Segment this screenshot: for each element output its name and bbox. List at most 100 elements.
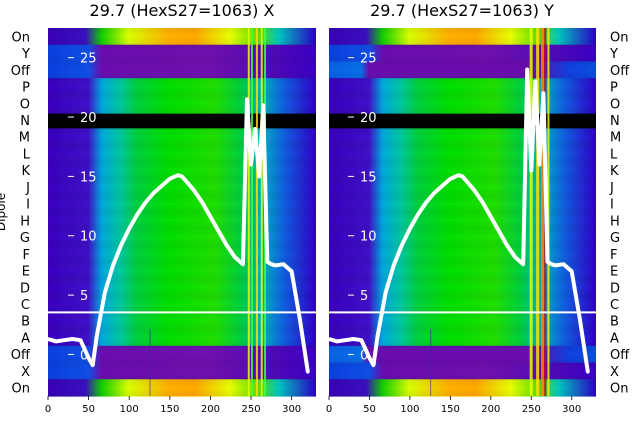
- overlay-point: [111, 263, 115, 267]
- marker-line: [430, 329, 432, 396]
- overlay-point: [290, 269, 294, 273]
- row-label: D: [20, 281, 30, 296]
- overlay-point: [282, 262, 285, 266]
- row-shade: [329, 128, 596, 146]
- row-shade: [48, 329, 316, 346]
- y-axis-label: Dipole: [0, 193, 8, 231]
- overlay-point: [62, 338, 66, 342]
- row-label: P: [22, 81, 30, 96]
- row-shade: [48, 195, 316, 212]
- row-label: On: [12, 30, 30, 45]
- row-label: N: [20, 114, 30, 129]
- row-label: G: [20, 231, 30, 246]
- overlay-point: [261, 103, 265, 107]
- overlay-point: [562, 262, 566, 266]
- panel-x: 29.7 (HexS27=1063) X Dipole On Y Off PONMLK…: [0, 1, 316, 415]
- overlay-point: [225, 243, 229, 247]
- overlay-point: [180, 174, 184, 178]
- marker-line: [149, 329, 151, 396]
- x-tick-label: 150: [160, 404, 179, 415]
- row-shade: [329, 195, 596, 212]
- x-tick-label: 250: [241, 404, 260, 415]
- row-label: L: [610, 147, 618, 162]
- overlay-point: [343, 338, 347, 342]
- overlay-point: [351, 337, 355, 341]
- overlay-point: [54, 339, 58, 343]
- overlay-point: [95, 335, 99, 339]
- overlay-point: [489, 215, 493, 219]
- row-shade: [48, 94, 316, 112]
- row-label: B: [21, 315, 30, 330]
- overlay-point: [465, 179, 468, 183]
- spike-column: [536, 28, 540, 396]
- row-label: I: [610, 198, 614, 213]
- overlay-point: [87, 356, 91, 360]
- overlay-point: [335, 339, 339, 343]
- row-shade: [48, 28, 316, 45]
- row-label: P: [610, 81, 618, 96]
- row-shade: [329, 28, 596, 45]
- overlay-point: [245, 97, 249, 101]
- row-label: On: [610, 382, 628, 397]
- overlay-point: [368, 356, 371, 360]
- chart-title: 29.7 (HexS27=1063) Y: [370, 1, 554, 20]
- overlay-point: [424, 201, 428, 204]
- overlay-point: [473, 189, 477, 193]
- overlay-tick-label: 20: [360, 111, 377, 126]
- overlay-tick-label: 0: [360, 348, 368, 363]
- overlay-point: [253, 127, 257, 131]
- x-tick-label: 300: [562, 404, 581, 415]
- row-shade: [48, 245, 316, 263]
- overlay-point: [505, 243, 509, 247]
- overlay-point: [521, 262, 525, 266]
- overlay-point: [79, 338, 82, 342]
- overlay-point: [192, 189, 196, 193]
- row-shade: [48, 379, 316, 396]
- overlay-point: [529, 169, 533, 172]
- overlay-point: [70, 337, 74, 341]
- overlay-point: [144, 201, 147, 204]
- row-shade: [48, 128, 316, 146]
- row-label: D: [610, 281, 620, 296]
- overlay-point: [217, 229, 220, 233]
- overlay-point: [448, 177, 452, 181]
- overlay-point: [546, 260, 549, 264]
- overlay-point: [554, 263, 557, 267]
- overlay-point: [457, 173, 460, 177]
- row-label: C: [21, 298, 30, 313]
- row-label: J: [609, 181, 614, 196]
- overlay-tick-label: 10: [360, 230, 377, 245]
- overlay-point: [408, 227, 412, 231]
- overlay-point: [184, 179, 188, 183]
- x-tick-label: 50: [82, 404, 95, 415]
- row-shade: [329, 262, 596, 279]
- row-shade: [329, 212, 596, 229]
- row-shade: [329, 362, 596, 380]
- row-label: Off: [610, 348, 630, 363]
- row-label: H: [20, 214, 30, 229]
- row-shade: [329, 94, 596, 112]
- row-shade: [329, 178, 596, 196]
- row-label: B: [610, 315, 619, 330]
- heatmap-area: [48, 28, 316, 397]
- overlay-point: [91, 363, 95, 367]
- row-shade: [329, 312, 596, 330]
- overlay-point: [241, 262, 245, 266]
- row-shade: [48, 212, 316, 229]
- chart-title: 29.7 (HexS27=1063) X: [90, 1, 275, 20]
- overlay-point: [533, 79, 537, 83]
- row-shade: [329, 278, 596, 296]
- x-tick-label: 250: [522, 404, 541, 415]
- overlay-tick-label: 15: [360, 170, 377, 185]
- x-tick-label: 100: [120, 404, 139, 415]
- overlay-point: [513, 255, 517, 259]
- row-shade: [329, 245, 596, 263]
- x-tick-label: 300: [282, 404, 301, 415]
- overlay-point: [392, 263, 396, 267]
- row-shade: [48, 362, 316, 380]
- overlay-point: [135, 212, 139, 216]
- row-label: E: [22, 265, 30, 280]
- row-shade: [329, 44, 596, 62]
- overlay-point: [497, 229, 501, 233]
- x-tick-label: 200: [481, 404, 500, 415]
